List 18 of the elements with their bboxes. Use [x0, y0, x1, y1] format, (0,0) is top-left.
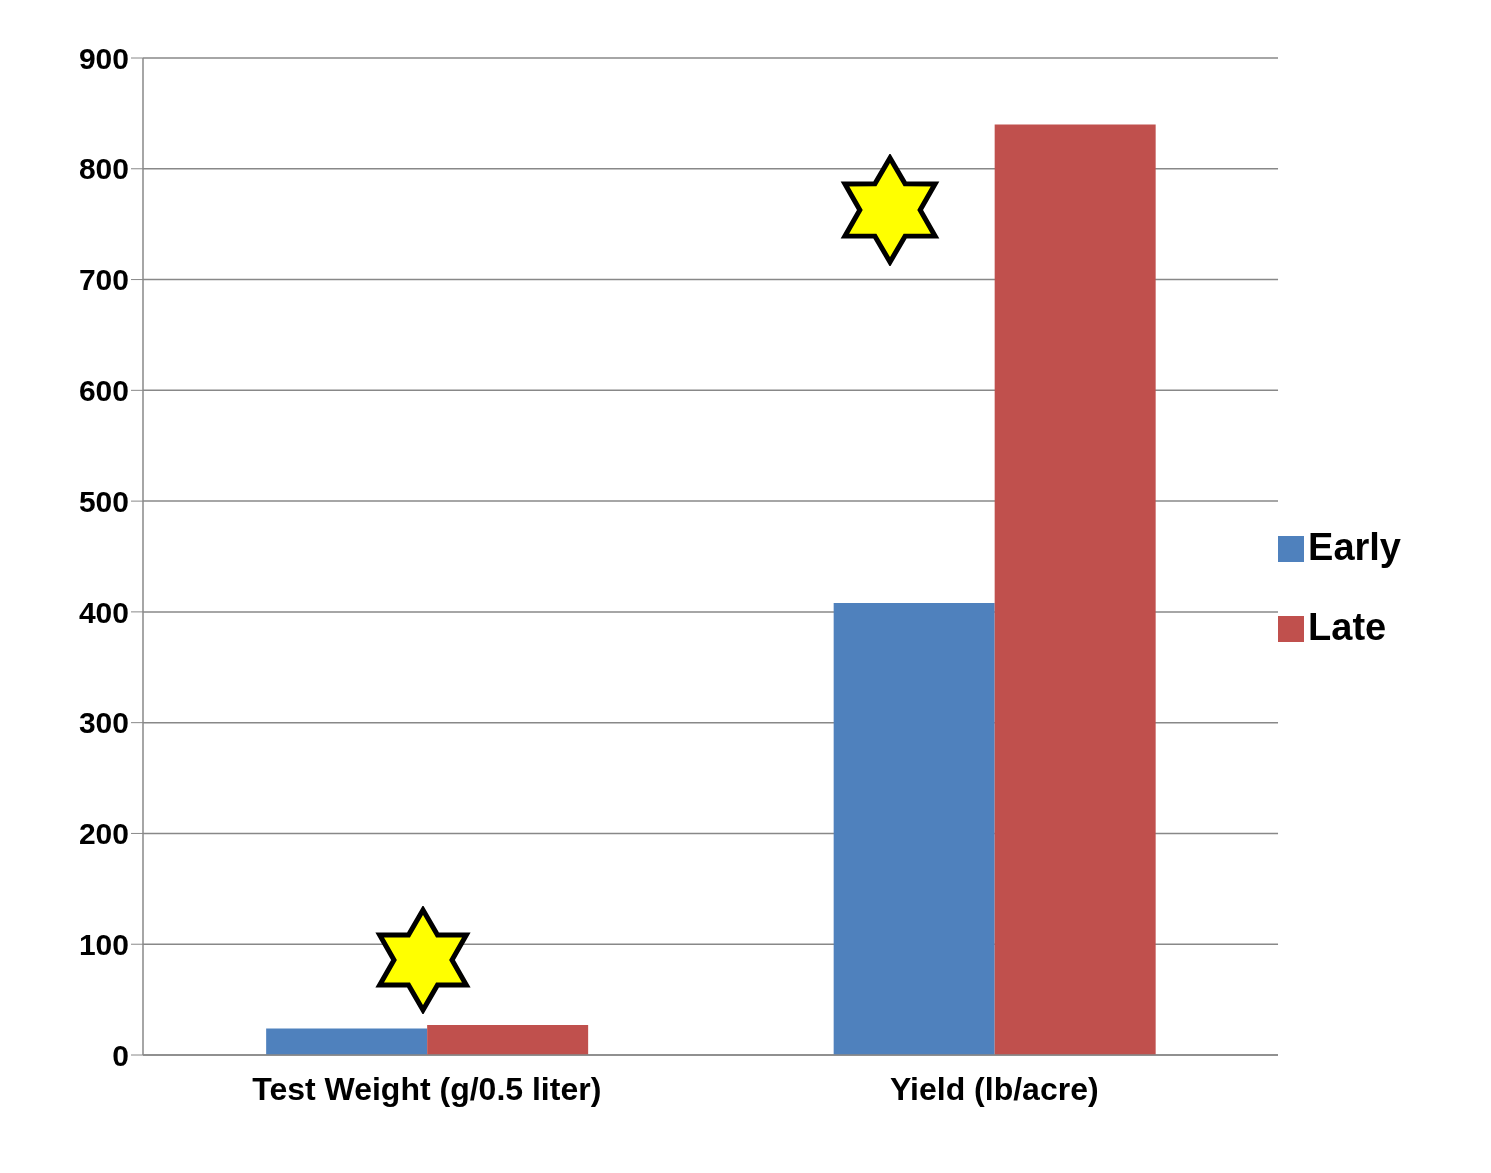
y-tick-label: 200: [78, 817, 129, 851]
legend-label: Early: [1308, 525, 1401, 568]
y-tick-label: 600: [78, 373, 129, 407]
x-tick-label: Test Weight (g/0.5 liter): [252, 1070, 602, 1107]
bar: [266, 1028, 428, 1055]
y-tick-label: 0: [112, 1038, 129, 1072]
y-tick-label: 400: [78, 595, 129, 629]
y-tick-label: 700: [78, 263, 129, 297]
x-tick-label: Yield (lb/acre): [889, 1070, 1099, 1107]
y-tick-label: 300: [78, 706, 129, 740]
y-tick-label: 900: [78, 41, 129, 75]
bar: [833, 603, 995, 1055]
bar: [994, 124, 1156, 1055]
y-tick-label: 100: [78, 927, 129, 961]
bar: [427, 1025, 589, 1055]
legend-label: Late: [1308, 605, 1387, 648]
y-tick-label: 800: [78, 152, 129, 186]
y-tick-label: 500: [78, 484, 129, 518]
